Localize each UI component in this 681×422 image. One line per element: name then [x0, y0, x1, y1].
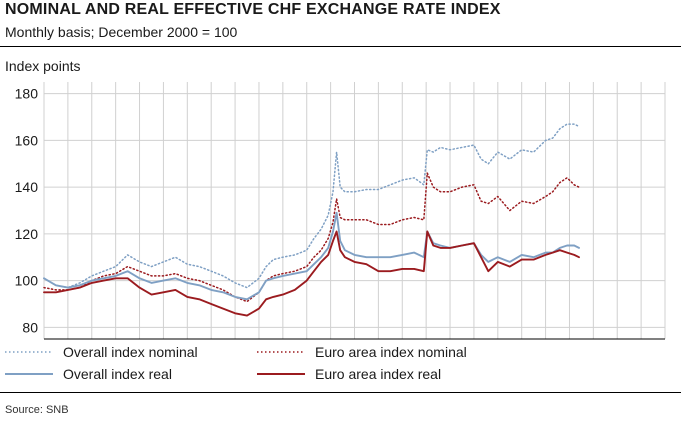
- chart-subtitle: Monthly basis; December 2000 = 100: [5, 24, 238, 40]
- grid: [43, 82, 666, 339]
- source-note: Source: SNB: [5, 404, 69, 416]
- legend-item-euro-nominal: Euro area index nominal: [257, 344, 467, 360]
- y-tick-label: 140: [15, 179, 39, 195]
- legend-swatch-solid-blue: [5, 373, 53, 375]
- y-tick-label: 80: [22, 319, 38, 335]
- legend-label: Euro area index real: [315, 366, 442, 382]
- legend-swatch-solid-red: [257, 373, 305, 375]
- y-tick-label: 100: [15, 273, 39, 289]
- y-tick-label: 120: [15, 226, 39, 242]
- y-tick-label: 160: [15, 132, 39, 148]
- footer-rule: [0, 392, 681, 393]
- legend-label: Overall index nominal: [63, 344, 198, 360]
- header-rule: [0, 46, 681, 47]
- series-line-euro-area-index-real: [43, 230, 580, 317]
- legend-item-overall-real: Overall index real: [5, 366, 172, 382]
- series-line-euro-area-index-nominal: [43, 172, 580, 303]
- y-tick-labels: 80 100 120 140 160 180: [15, 86, 39, 336]
- legend-label: Overall index real: [63, 366, 172, 382]
- series-line-overall-index-real: [43, 211, 580, 301]
- series-line-overall-index-nominal: [43, 123, 580, 289]
- y-tick-label: 180: [15, 86, 39, 102]
- y-axis-label: Index points: [5, 58, 81, 74]
- chart-title: NOMINAL AND REAL EFFECTIVE CHF EXCHANGE …: [5, 1, 501, 18]
- legend-swatch-dotted-blue: [5, 351, 53, 353]
- legend-label: Euro area index nominal: [315, 344, 467, 360]
- series-lines: [43, 123, 580, 317]
- legend-item-overall-nominal: Overall index nominal: [5, 344, 198, 360]
- legend-item-euro-real: Euro area index real: [257, 366, 441, 382]
- legend-swatch-dotted-red: [257, 351, 305, 353]
